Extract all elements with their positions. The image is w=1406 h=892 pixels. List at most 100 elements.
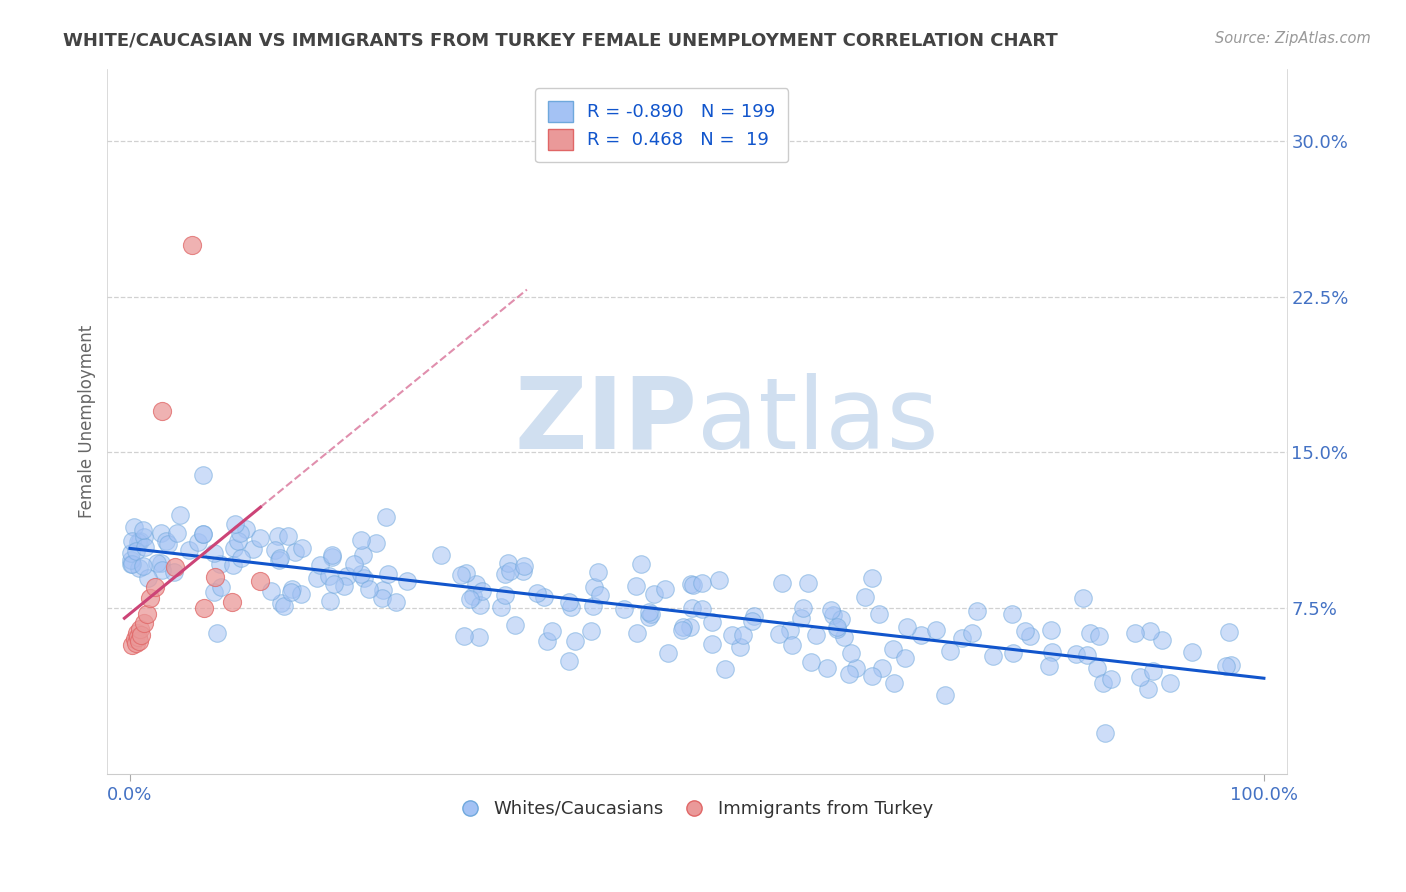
Point <box>319 594 342 608</box>
Point <box>513 559 536 574</box>
Point <box>149 557 172 571</box>
Point <box>838 667 860 681</box>
Point <box>1128 671 1150 685</box>
Point <box>453 629 475 643</box>
Text: atlas: atlas <box>697 373 939 470</box>
Point <box>121 558 143 572</box>
Point <box>460 592 482 607</box>
Point <box>249 574 271 588</box>
Point <box>714 662 737 676</box>
Point <box>454 566 477 580</box>
Point <box>533 590 555 604</box>
Point <box>834 630 856 644</box>
Point <box>1159 675 1181 690</box>
Point <box>690 575 713 590</box>
Point <box>290 587 312 601</box>
Point <box>681 600 703 615</box>
Point <box>385 595 408 609</box>
Point <box>277 529 299 543</box>
Point <box>1076 648 1098 662</box>
Point <box>450 567 472 582</box>
Point <box>643 587 665 601</box>
Point <box>489 600 512 615</box>
Point <box>679 620 702 634</box>
Point <box>770 575 793 590</box>
Point <box>925 624 948 638</box>
Point <box>323 577 346 591</box>
Point <box>124 632 146 647</box>
Point <box>143 580 166 594</box>
Point <box>207 625 229 640</box>
Point <box>128 634 150 648</box>
Point <box>582 599 605 613</box>
Point <box>731 628 754 642</box>
Point <box>181 238 204 252</box>
Point <box>709 574 731 588</box>
Point <box>464 577 486 591</box>
Point <box>125 544 148 558</box>
Legend: Whites/Caucasians, Immigrants from Turkey: Whites/Caucasians, Immigrants from Turke… <box>454 793 941 825</box>
Point <box>1014 624 1036 638</box>
Point <box>353 571 375 585</box>
Point <box>613 602 636 616</box>
Point <box>471 583 494 598</box>
Point <box>494 567 516 582</box>
Point <box>496 556 519 570</box>
Point <box>166 525 188 540</box>
Point <box>122 520 145 534</box>
Point <box>284 545 307 559</box>
Point <box>222 541 245 556</box>
Point <box>672 620 695 634</box>
Point <box>120 557 142 571</box>
Point <box>120 545 142 559</box>
Point <box>671 623 693 637</box>
Point <box>1085 661 1108 675</box>
Point <box>564 633 586 648</box>
Point <box>1142 664 1164 678</box>
Point <box>637 605 659 619</box>
Point <box>202 546 225 560</box>
Point <box>125 636 148 650</box>
Point <box>768 627 790 641</box>
Point <box>187 535 209 549</box>
Point <box>1123 626 1146 640</box>
Point <box>541 624 564 639</box>
Point <box>333 579 356 593</box>
Point <box>1092 675 1115 690</box>
Point <box>204 570 226 584</box>
Point <box>357 582 380 596</box>
Point <box>208 557 231 571</box>
Point <box>679 577 702 591</box>
Point <box>131 559 153 574</box>
Point <box>1220 657 1243 672</box>
Point <box>125 626 148 640</box>
Point <box>395 574 418 589</box>
Point <box>221 595 243 609</box>
Point <box>815 661 838 675</box>
Point <box>193 526 215 541</box>
Point <box>589 588 612 602</box>
Point <box>742 609 765 624</box>
Point <box>779 623 801 637</box>
Point <box>1001 646 1024 660</box>
Point <box>146 556 169 570</box>
Point <box>1150 632 1173 647</box>
Point <box>291 541 314 555</box>
Point <box>150 404 173 418</box>
Point <box>557 654 579 668</box>
Point <box>1064 647 1087 661</box>
Point <box>853 591 876 605</box>
Text: WHITE/CAUCASIAN VS IMMIGRANTS FROM TURKEY FEMALE UNEMPLOYMENT CORRELATION CHART: WHITE/CAUCASIAN VS IMMIGRANTS FROM TURKE… <box>63 31 1059 49</box>
Point <box>270 596 292 610</box>
Point <box>165 559 187 574</box>
Point <box>896 620 918 634</box>
Point <box>321 550 343 565</box>
Point <box>1078 626 1101 640</box>
Point <box>1218 624 1240 639</box>
Point <box>280 585 302 599</box>
Point <box>894 651 917 665</box>
Text: Source: ZipAtlas.com: Source: ZipAtlas.com <box>1215 31 1371 46</box>
Point <box>318 568 340 582</box>
Point <box>235 522 257 536</box>
Point <box>134 540 156 554</box>
